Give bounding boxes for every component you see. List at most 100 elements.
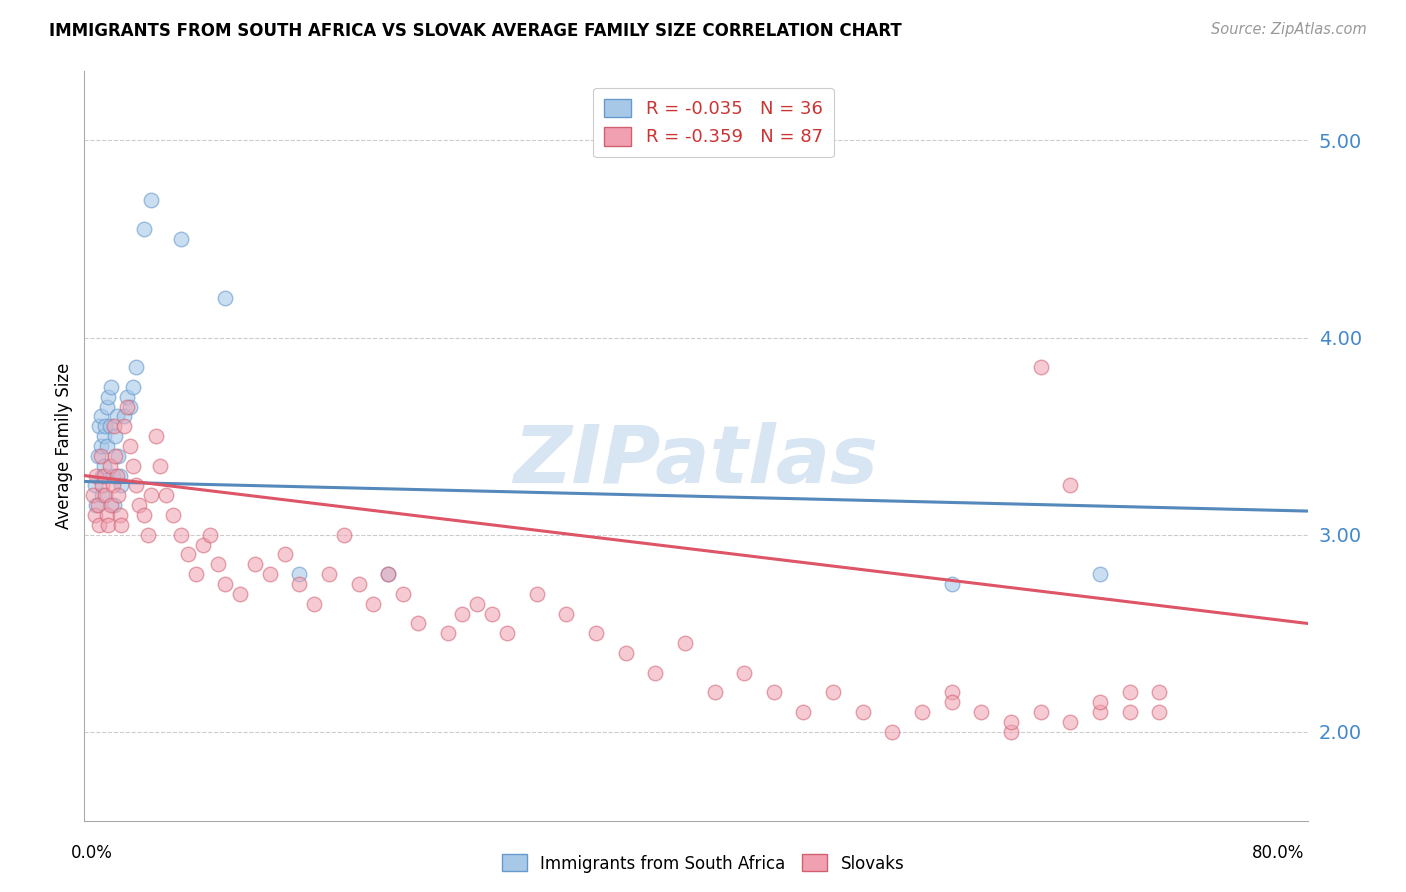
Point bbox=[762, 685, 785, 699]
Point bbox=[117, 400, 139, 414]
Point bbox=[139, 193, 162, 207]
Point bbox=[302, 597, 325, 611]
Point bbox=[363, 597, 385, 611]
Point bbox=[214, 291, 236, 305]
Point bbox=[83, 508, 105, 522]
Point bbox=[93, 458, 115, 473]
Point bbox=[1088, 567, 1111, 582]
Point bbox=[184, 567, 207, 582]
Point bbox=[941, 695, 963, 709]
Point bbox=[98, 458, 121, 473]
Point bbox=[120, 400, 142, 414]
Point bbox=[882, 725, 904, 739]
Point bbox=[125, 478, 148, 492]
Point bbox=[132, 222, 155, 236]
Point bbox=[1088, 695, 1111, 709]
Point bbox=[103, 498, 125, 512]
Point bbox=[97, 517, 120, 532]
Point bbox=[104, 449, 127, 463]
Point bbox=[823, 685, 845, 699]
Point bbox=[107, 449, 129, 463]
Point bbox=[100, 380, 122, 394]
Point bbox=[97, 390, 120, 404]
Point bbox=[526, 587, 548, 601]
Text: IMMIGRANTS FROM SOUTH AFRICA VS SLOVAK AVERAGE FAMILY SIZE CORRELATION CHART: IMMIGRANTS FROM SOUTH AFRICA VS SLOVAK A… bbox=[49, 22, 903, 40]
Point bbox=[1000, 714, 1022, 729]
Point bbox=[644, 665, 666, 680]
Point bbox=[90, 439, 112, 453]
Y-axis label: Average Family Size: Average Family Size bbox=[55, 363, 73, 529]
Point bbox=[703, 685, 725, 699]
Point bbox=[155, 488, 177, 502]
Point bbox=[792, 705, 814, 719]
Point bbox=[1149, 685, 1171, 699]
Point bbox=[89, 419, 111, 434]
Text: 80.0%: 80.0% bbox=[1251, 845, 1305, 863]
Point bbox=[103, 419, 125, 434]
Point bbox=[733, 665, 755, 680]
Point bbox=[139, 488, 162, 502]
Point bbox=[451, 607, 474, 621]
Point bbox=[128, 498, 150, 512]
Point bbox=[93, 468, 115, 483]
Point bbox=[941, 685, 963, 699]
Text: Source: ZipAtlas.com: Source: ZipAtlas.com bbox=[1211, 22, 1367, 37]
Point bbox=[110, 517, 132, 532]
Point bbox=[107, 488, 129, 502]
Point bbox=[1000, 725, 1022, 739]
Point bbox=[105, 409, 128, 424]
Point bbox=[941, 577, 963, 591]
Point bbox=[84, 468, 107, 483]
Point bbox=[1149, 705, 1171, 719]
Point bbox=[1088, 705, 1111, 719]
Point bbox=[110, 478, 132, 492]
Point bbox=[120, 439, 142, 453]
Point bbox=[117, 390, 139, 404]
Point bbox=[1059, 478, 1081, 492]
Point bbox=[82, 488, 104, 502]
Point bbox=[93, 429, 115, 443]
Point bbox=[259, 567, 281, 582]
Point bbox=[852, 705, 875, 719]
Point bbox=[112, 419, 135, 434]
Point bbox=[86, 498, 108, 512]
Legend: Immigrants from South Africa, Slovaks: Immigrants from South Africa, Slovaks bbox=[495, 847, 911, 880]
Text: ZIPatlas: ZIPatlas bbox=[513, 422, 879, 500]
Point bbox=[91, 478, 114, 492]
Point bbox=[1118, 705, 1140, 719]
Point bbox=[104, 429, 127, 443]
Point bbox=[100, 498, 122, 512]
Point bbox=[94, 419, 117, 434]
Point bbox=[436, 626, 458, 640]
Legend: R = -0.035   N = 36, R = -0.359   N = 87: R = -0.035 N = 36, R = -0.359 N = 87 bbox=[593, 88, 834, 157]
Point bbox=[96, 508, 118, 522]
Point bbox=[86, 449, 108, 463]
Point bbox=[122, 380, 145, 394]
Point bbox=[105, 468, 128, 483]
Point bbox=[145, 429, 167, 443]
Point bbox=[96, 439, 118, 453]
Point bbox=[243, 558, 266, 572]
Point bbox=[1029, 705, 1052, 719]
Point bbox=[1029, 360, 1052, 375]
Point bbox=[96, 400, 118, 414]
Point bbox=[91, 468, 114, 483]
Point bbox=[273, 548, 295, 562]
Point bbox=[83, 478, 105, 492]
Point bbox=[90, 409, 112, 424]
Point bbox=[177, 548, 200, 562]
Text: 0.0%: 0.0% bbox=[70, 845, 112, 863]
Point bbox=[207, 558, 229, 572]
Point bbox=[229, 587, 252, 601]
Point bbox=[481, 607, 503, 621]
Point bbox=[214, 577, 236, 591]
Point bbox=[555, 607, 578, 621]
Point bbox=[170, 527, 193, 541]
Point bbox=[149, 458, 172, 473]
Point bbox=[122, 458, 145, 473]
Point bbox=[377, 567, 399, 582]
Point bbox=[911, 705, 934, 719]
Point bbox=[136, 527, 159, 541]
Point bbox=[132, 508, 155, 522]
Point bbox=[191, 538, 214, 552]
